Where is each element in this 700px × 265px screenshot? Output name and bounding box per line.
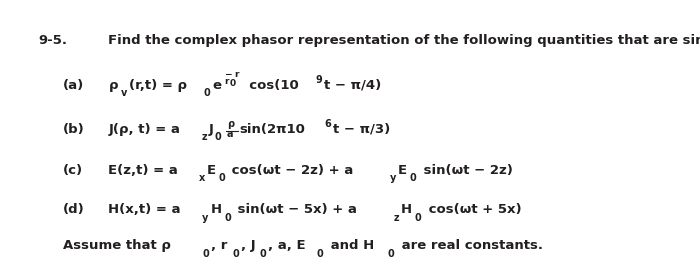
Text: (d): (d) bbox=[63, 203, 85, 216]
Text: r: r bbox=[224, 77, 229, 86]
Text: Find the complex phasor representation of the following quantities that are sinu: Find the complex phasor representation o… bbox=[108, 34, 700, 47]
Text: 0: 0 bbox=[415, 213, 421, 223]
Text: ρ: ρ bbox=[227, 119, 234, 129]
Text: , a, E: , a, E bbox=[268, 239, 306, 252]
Text: cos(ωt − 2z) + a: cos(ωt − 2z) + a bbox=[227, 164, 354, 176]
Text: J(ρ, t) = a: J(ρ, t) = a bbox=[108, 122, 181, 135]
Text: 0: 0 bbox=[317, 249, 323, 259]
Text: 6: 6 bbox=[325, 119, 331, 129]
Text: 0: 0 bbox=[230, 79, 236, 88]
Text: 0: 0 bbox=[410, 173, 416, 183]
Text: 0: 0 bbox=[204, 88, 211, 98]
Text: v: v bbox=[121, 88, 127, 98]
Text: , J: , J bbox=[241, 239, 256, 252]
Text: H: H bbox=[210, 203, 221, 216]
Text: Assume that ρ: Assume that ρ bbox=[63, 239, 171, 252]
Text: 0: 0 bbox=[218, 173, 225, 183]
Text: E: E bbox=[206, 164, 216, 176]
Text: cos(10: cos(10 bbox=[239, 79, 298, 92]
Text: (b): (b) bbox=[63, 122, 85, 135]
Text: are real constants.: are real constants. bbox=[396, 239, 542, 252]
Text: H(x,t) = a: H(x,t) = a bbox=[108, 203, 181, 216]
Text: J: J bbox=[209, 122, 214, 135]
Text: (a): (a) bbox=[63, 79, 84, 92]
Text: r: r bbox=[234, 70, 238, 79]
Text: (c): (c) bbox=[63, 164, 83, 176]
Text: −: − bbox=[224, 70, 232, 79]
Text: x: x bbox=[199, 173, 204, 183]
Text: E(z,t) = a: E(z,t) = a bbox=[108, 164, 178, 176]
Text: 0: 0 bbox=[232, 249, 239, 259]
Text: t − π/4): t − π/4) bbox=[324, 79, 382, 92]
Text: sin(ωt − 5x) + a: sin(ωt − 5x) + a bbox=[233, 203, 357, 216]
Text: 0: 0 bbox=[260, 249, 267, 259]
Text: e: e bbox=[213, 79, 221, 92]
Text: , r: , r bbox=[211, 239, 228, 252]
Text: 0: 0 bbox=[202, 249, 209, 259]
Text: sin(ωt − 2z): sin(ωt − 2z) bbox=[419, 164, 512, 176]
Text: z: z bbox=[393, 213, 399, 223]
Text: (r,t) = ρ: (r,t) = ρ bbox=[129, 79, 187, 92]
Text: cos(ωt + 5x): cos(ωt + 5x) bbox=[424, 203, 521, 216]
Text: H: H bbox=[400, 203, 412, 216]
Text: E: E bbox=[398, 164, 407, 176]
Text: 0: 0 bbox=[215, 132, 221, 142]
Text: 9-5.: 9-5. bbox=[38, 34, 67, 47]
Text: y: y bbox=[390, 173, 396, 183]
Text: 0: 0 bbox=[225, 213, 232, 223]
Text: t − π/3): t − π/3) bbox=[333, 122, 391, 135]
Text: sin(2π10: sin(2π10 bbox=[239, 122, 306, 135]
Text: 9: 9 bbox=[316, 75, 322, 85]
Text: and H: and H bbox=[326, 239, 374, 252]
Text: 0: 0 bbox=[388, 249, 395, 259]
Text: a: a bbox=[227, 129, 234, 139]
Text: z: z bbox=[201, 132, 207, 142]
Text: y: y bbox=[202, 213, 209, 223]
Text: ρ: ρ bbox=[108, 79, 118, 92]
